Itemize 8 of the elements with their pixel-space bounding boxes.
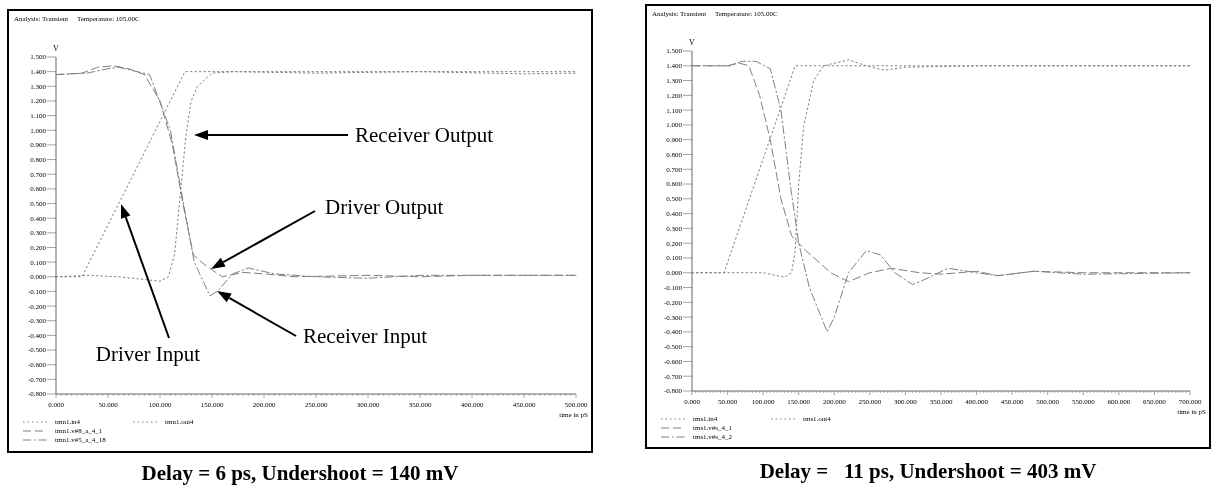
annotation: Receiver Output xyxy=(355,123,494,147)
y-axis-title: V xyxy=(689,38,696,47)
text: Delay = 6 ps, Undershoot = 140 mV xyxy=(141,461,459,485)
annotation: Driver Output xyxy=(325,195,444,219)
y-axis-title: V xyxy=(53,44,60,53)
text: Delay = 11 ps, Undershoot = 403 mV xyxy=(759,459,1097,483)
annotation: Driver Input xyxy=(95,342,201,366)
annotation: Receiver Input xyxy=(303,324,428,348)
